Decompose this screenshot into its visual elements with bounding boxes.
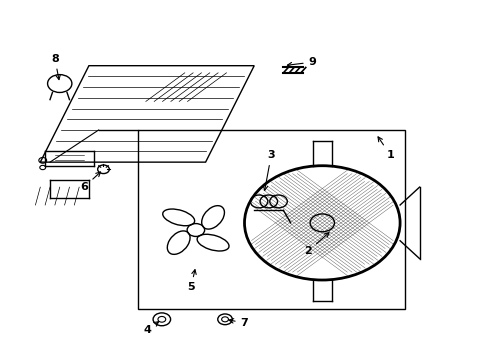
Text: 8: 8 — [51, 54, 60, 80]
Bar — [137, 130, 404, 309]
Text: 5: 5 — [187, 270, 196, 292]
Text: 6: 6 — [80, 172, 101, 192]
Text: 3: 3 — [263, 150, 274, 190]
Text: 7: 7 — [228, 318, 248, 328]
Text: 9: 9 — [287, 57, 316, 67]
Text: 1: 1 — [377, 137, 393, 160]
Text: 4: 4 — [143, 322, 158, 335]
Text: 2: 2 — [303, 233, 328, 256]
